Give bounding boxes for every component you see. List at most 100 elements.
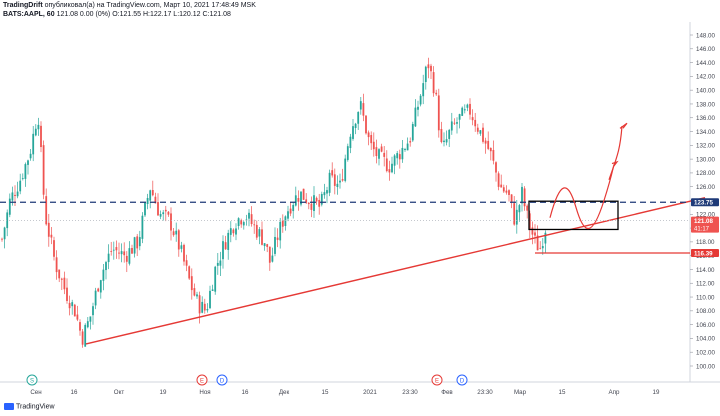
candle-body <box>97 288 100 292</box>
candle-body <box>188 266 191 279</box>
candle-body <box>196 294 198 297</box>
resistance-price-tag-bg <box>691 198 719 207</box>
event-marker-label: D <box>220 378 225 384</box>
candle-body <box>235 228 237 235</box>
candle-body <box>110 251 113 252</box>
candle-body <box>245 219 248 221</box>
candle-body <box>214 266 217 292</box>
candle-body <box>167 211 170 215</box>
candle-body <box>274 236 276 254</box>
candle-body <box>190 276 193 291</box>
candle-body <box>302 188 305 200</box>
projection-box[interactable] <box>528 200 619 231</box>
candle-body <box>326 190 328 194</box>
x-tick-label: 2021 <box>363 389 377 396</box>
candle-body <box>320 194 323 205</box>
projected-path[interactable] <box>549 162 617 229</box>
x-tick-label: Апр <box>609 389 620 396</box>
projected-path-extension[interactable] <box>608 125 623 181</box>
x-tick-label: Дек <box>279 389 290 396</box>
candle-body <box>1 238 3 240</box>
candle-body <box>489 147 492 152</box>
y-tick-label: 136.00 <box>696 115 715 122</box>
event-marker-e[interactable] <box>431 374 443 386</box>
candle-body <box>227 232 230 250</box>
candle-body <box>237 218 240 227</box>
candle-body <box>526 205 529 211</box>
candle-body <box>128 248 131 264</box>
resistance-price-tag: 123.75 <box>694 200 713 207</box>
candle-body <box>479 130 482 134</box>
candle-body <box>92 306 94 316</box>
candle-body <box>159 214 162 217</box>
candle-body <box>528 213 531 230</box>
candle-body <box>66 287 68 302</box>
support-trendline[interactable] <box>85 197 706 345</box>
candle-body <box>271 255 274 262</box>
candle-body <box>385 158 388 172</box>
candle-body <box>336 183 339 188</box>
candle-body <box>8 198 11 215</box>
x-tick-label: 19 <box>653 389 660 396</box>
event-marker-e[interactable] <box>196 374 208 386</box>
event-marker-d[interactable] <box>216 374 228 386</box>
candle-body <box>333 174 336 186</box>
candle-body <box>71 302 74 307</box>
candle-body <box>172 231 175 236</box>
y-tick-label: 148.00 <box>696 32 715 39</box>
candle-body <box>32 133 35 155</box>
candle-body <box>359 101 362 110</box>
candle-body <box>162 212 165 215</box>
candle-body <box>86 321 89 328</box>
candles-group <box>1 57 547 348</box>
candle-body <box>492 149 495 161</box>
candle-body <box>341 179 344 181</box>
candle-body <box>68 302 71 309</box>
y-tick-label: 122.00 <box>696 212 715 219</box>
candle-body <box>313 195 315 211</box>
y-tick-label: 138.00 <box>696 101 715 108</box>
candle-body <box>263 243 266 247</box>
x-tick-label: 15 <box>322 389 329 396</box>
candle-body <box>47 222 50 237</box>
candle-body <box>154 196 157 204</box>
candle-body <box>294 195 297 206</box>
symbol-name: BATS:AAPL, 60 <box>3 11 55 18</box>
candle-body <box>536 235 539 251</box>
candle-body <box>497 173 500 187</box>
brand-label: TradingView <box>16 403 55 411</box>
candle-body <box>268 246 271 263</box>
candle-body <box>14 194 16 196</box>
x-tick-label: 15 <box>559 389 566 396</box>
candle-body <box>34 128 37 136</box>
candle-body <box>157 202 159 216</box>
candle-body <box>391 163 393 173</box>
event-marker-label: D <box>460 378 465 384</box>
event-marker-d[interactable] <box>456 374 468 386</box>
candle-body <box>99 280 102 293</box>
y-tick-label: 146.00 <box>696 46 715 53</box>
y-tick-label: 102.00 <box>696 350 715 357</box>
candle-body <box>53 240 55 257</box>
candle-body <box>105 262 107 271</box>
candle-body <box>229 228 232 235</box>
candle-body <box>411 124 414 141</box>
candle-body <box>495 162 497 173</box>
candle-body <box>193 288 196 296</box>
candle-body <box>219 260 222 266</box>
candle-body <box>476 127 479 132</box>
candle-body <box>300 191 302 205</box>
event-marker-s[interactable] <box>26 374 38 386</box>
candle-body <box>372 141 375 150</box>
last-price-tag-countdown: 41:17 <box>694 227 710 233</box>
candle-body <box>151 190 154 196</box>
candle-body <box>331 170 334 176</box>
candle-body <box>315 197 318 202</box>
candle-body <box>409 141 412 143</box>
candle-body <box>6 212 9 229</box>
y-tick-label: 114.00 <box>696 267 715 274</box>
candle-body <box>180 245 183 249</box>
candle-body <box>357 112 360 124</box>
candle-body <box>115 247 118 251</box>
